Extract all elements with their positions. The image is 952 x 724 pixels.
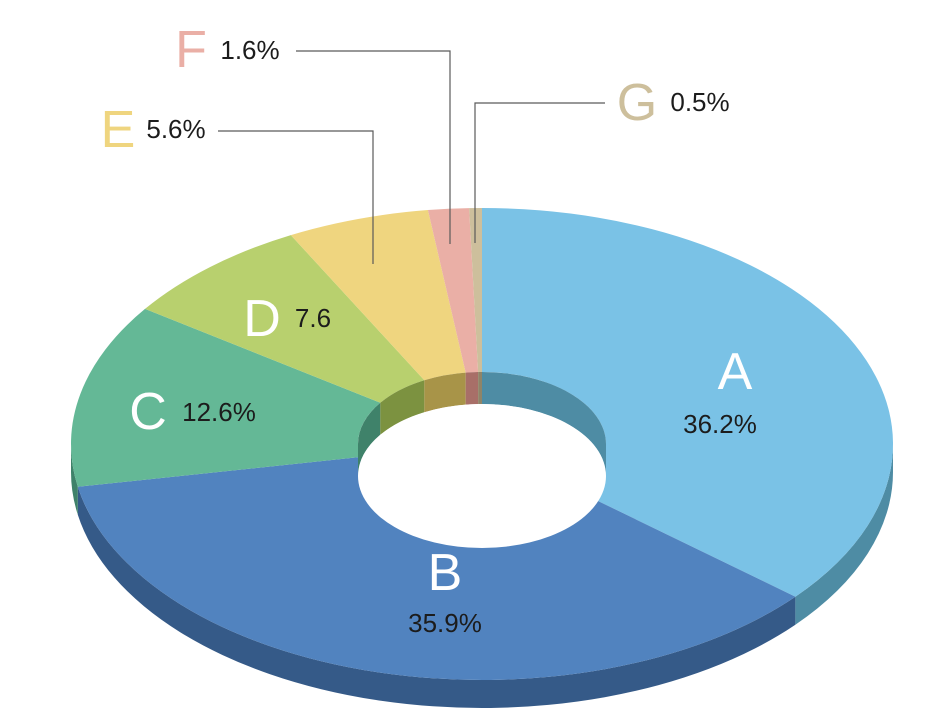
slice-side-b bbox=[77, 486, 796, 709]
hole-wall-c bbox=[357, 402, 381, 476]
slice-side-c bbox=[71, 444, 78, 515]
slice-letter-b: B bbox=[428, 544, 463, 602]
leader-line-f bbox=[296, 50, 451, 244]
slice-letter-c: C bbox=[129, 383, 167, 441]
donut-side-layer bbox=[71, 444, 894, 709]
slice-value-f: 1.6% bbox=[220, 35, 279, 65]
hole-wall-f bbox=[465, 372, 479, 405]
slice-a bbox=[482, 208, 894, 597]
slice-labels: A 36.2% B 35.9% C 12.6% D 7.6 E 5.6% F 1.6% G 0.5% bbox=[101, 21, 757, 638]
slice-e bbox=[290, 210, 466, 381]
leader-line-g bbox=[474, 102, 605, 243]
hole-wall-e bbox=[424, 372, 466, 413]
slice-g bbox=[469, 208, 482, 373]
slice-c bbox=[70, 308, 381, 487]
slice-value-e: 5.6% bbox=[146, 114, 205, 144]
hole-wall-d bbox=[380, 380, 425, 435]
hole-wall-g bbox=[478, 372, 482, 405]
hole-wall-a bbox=[482, 372, 606, 476]
slice-letter-a: A bbox=[718, 343, 753, 401]
slice-value-g: 0.5% bbox=[670, 87, 729, 117]
leader-lines bbox=[218, 50, 605, 264]
slice-value-c: 12.6% bbox=[182, 397, 256, 427]
slice-value-b: 35.9% bbox=[408, 608, 482, 638]
slice-f bbox=[427, 208, 479, 373]
slice-d bbox=[145, 235, 425, 403]
leader-line-e bbox=[218, 130, 374, 264]
slice-letter-d: D bbox=[243, 290, 281, 348]
slice-side-a bbox=[795, 444, 894, 625]
slice-letter-e: E bbox=[101, 101, 136, 159]
donut-hole bbox=[358, 404, 606, 548]
slice-letter-f: F bbox=[175, 21, 207, 79]
slice-b bbox=[77, 457, 796, 681]
donut-top-layer bbox=[70, 208, 894, 681]
slice-value-a: 36.2% bbox=[683, 409, 757, 439]
slice-letter-g: G bbox=[617, 74, 657, 132]
donut-hole-layer bbox=[357, 372, 606, 548]
slice-value-d: 7.6 bbox=[295, 303, 331, 333]
